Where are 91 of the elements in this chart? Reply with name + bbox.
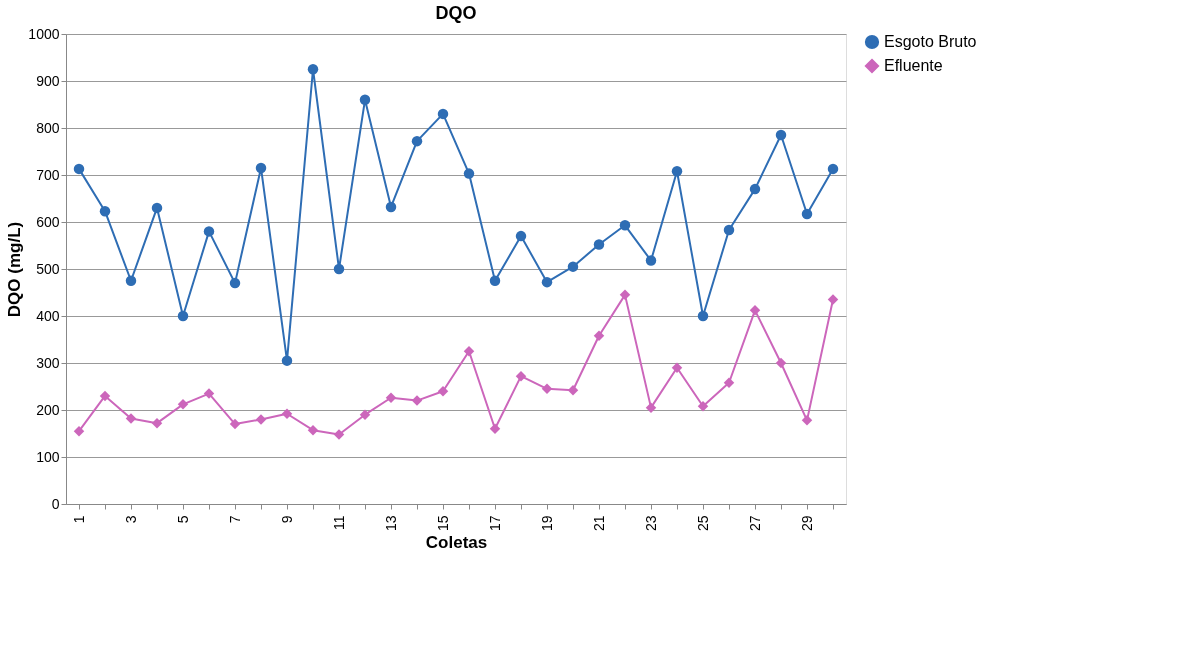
x-tick-label: 3 [122, 515, 139, 524]
x-tick-label: 15 [434, 515, 451, 532]
point [671, 166, 683, 177]
point [99, 205, 111, 217]
point [255, 162, 267, 174]
point [619, 289, 631, 301]
point [749, 183, 761, 195]
x-tick-label: 13 [382, 515, 399, 532]
x-tick-label: 23 [642, 515, 659, 532]
point [515, 230, 527, 242]
x-tick-label: 17 [486, 515, 503, 532]
point [359, 409, 371, 420]
point [723, 224, 735, 236]
point [593, 330, 605, 341]
point [307, 64, 319, 75]
point [359, 94, 371, 106]
point [567, 385, 579, 396]
x-tick-label: 7 [226, 515, 243, 524]
y-tick-label: 300 [36, 354, 60, 371]
point [827, 163, 839, 175]
point [255, 414, 267, 425]
x-tick-label: 11 [330, 515, 347, 531]
point [619, 220, 631, 231]
point [411, 395, 423, 406]
point [333, 263, 345, 275]
x-tick-label: 27 [746, 515, 763, 532]
point [697, 310, 709, 322]
point [645, 255, 657, 266]
point [385, 392, 397, 404]
point [801, 208, 813, 220]
point [775, 129, 787, 141]
point [203, 388, 215, 399]
point [749, 305, 761, 316]
point [827, 294, 839, 305]
point [151, 202, 163, 214]
legend-label: Efluente [884, 57, 943, 74]
y-tick-label: 900 [36, 72, 60, 89]
legend-label: Esgoto Bruto [884, 33, 977, 50]
y-tick-label: 600 [36, 213, 60, 230]
point [229, 277, 241, 289]
point [541, 383, 553, 395]
point [645, 402, 657, 413]
point [489, 275, 501, 286]
point [567, 261, 579, 272]
point [463, 168, 475, 179]
point [73, 425, 85, 437]
point [541, 276, 553, 288]
y-tick-label: 500 [36, 260, 60, 277]
point [73, 163, 85, 175]
y-tick-label: 400 [36, 307, 60, 324]
point [463, 346, 475, 357]
x-tick-label: 29 [798, 515, 815, 532]
point [411, 135, 423, 147]
x-tick-label: 25 [694, 515, 711, 532]
point [801, 415, 813, 426]
point [437, 385, 449, 397]
x-tick-label: 21 [590, 515, 607, 532]
point [177, 399, 189, 410]
x-tick-label: 9 [278, 515, 295, 524]
point [177, 310, 189, 322]
point [229, 418, 241, 430]
point [151, 417, 163, 429]
point [671, 362, 683, 373]
y-axis-title: DQO (mg/L) [5, 221, 25, 318]
point [437, 108, 449, 120]
y-tick-label: 200 [36, 401, 60, 418]
x-tick-label: 19 [538, 515, 555, 532]
point [515, 370, 527, 382]
point [281, 408, 293, 419]
y-tick-label: 0 [51, 495, 60, 512]
point [307, 424, 319, 436]
point [99, 390, 111, 402]
point [775, 357, 787, 369]
y-tick-label: 100 [36, 448, 60, 465]
y-tick-label: 800 [36, 119, 60, 136]
point [125, 413, 137, 424]
point [203, 226, 215, 237]
x-axis-title: Coletas [425, 533, 488, 553]
point [697, 401, 709, 412]
point [333, 429, 345, 440]
x-tick-label: 1 [70, 515, 87, 524]
x-tick-label: 5 [174, 515, 191, 524]
y-tick-label: 1000 [28, 25, 60, 42]
point [593, 239, 605, 250]
chart-title: DQO [435, 3, 477, 23]
point [489, 423, 501, 435]
point [125, 275, 137, 286]
y-tick-label: 700 [36, 166, 60, 183]
point [385, 201, 397, 213]
point [281, 355, 293, 366]
point [723, 377, 735, 388]
